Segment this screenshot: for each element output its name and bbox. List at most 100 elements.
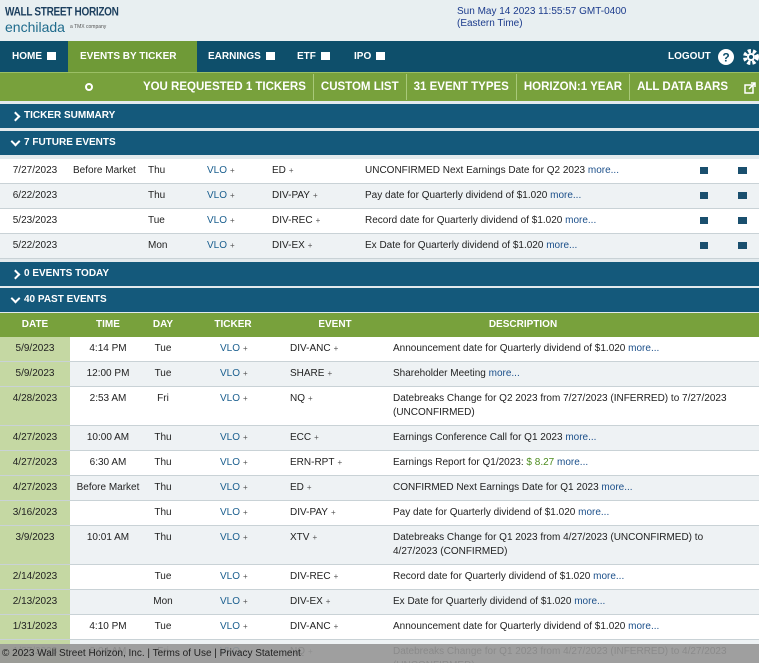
- column-header: TICKER: [214, 319, 252, 330]
- description-text: Earnings Report for Q1/2023:: [393, 457, 524, 468]
- ticker[interactable]: VLO: [220, 456, 248, 470]
- more-link[interactable]: more...: [488, 368, 520, 379]
- event-type[interactable]: DIV-PAY: [290, 506, 336, 520]
- more-link[interactable]: more...: [578, 507, 610, 518]
- more-link[interactable]: more...: [546, 240, 578, 251]
- nav-item[interactable]: EVENTS BY TICKER: [68, 41, 197, 91]
- nav-item[interactable]: IPO: [342, 41, 397, 72]
- logout[interactable]: LOGOUT: [668, 51, 711, 62]
- calendar-icon[interactable]: [700, 242, 708, 249]
- event-type[interactable]: DIV-ANC: [290, 620, 338, 634]
- event-type[interactable]: DIV-EX: [272, 239, 312, 253]
- event-type[interactable]: DIV-EX: [290, 595, 330, 609]
- day: Tue: [148, 215, 165, 226]
- settings-icon[interactable]: [742, 48, 759, 66]
- description: Shareholder Meeting more...: [393, 362, 743, 386]
- more-link[interactable]: more...: [557, 457, 589, 468]
- calendar-icon[interactable]: [700, 192, 708, 199]
- time: 4:10 PM: [89, 621, 127, 632]
- ticker[interactable]: VLO: [220, 342, 248, 356]
- description: Pay date for Quarterly dividend of $1.02…: [365, 184, 695, 208]
- mail-icon[interactable]: [738, 217, 747, 224]
- ticker[interactable]: VLO: [220, 595, 248, 609]
- nav-icon: [376, 52, 386, 60]
- description-text: Pay date for Quarterly dividend of $1.02…: [365, 190, 548, 201]
- calendar-icon[interactable]: [700, 217, 708, 224]
- ticker[interactable]: VLO: [220, 481, 248, 495]
- ticker[interactable]: VLO: [220, 620, 248, 634]
- date: 3/16/2023: [0, 501, 70, 525]
- more-link[interactable]: more...: [565, 432, 597, 443]
- event-type[interactable]: XTV: [290, 531, 317, 545]
- ticker[interactable]: VLO: [220, 392, 248, 406]
- more-link[interactable]: more...: [628, 621, 660, 632]
- section-ticker-summary[interactable]: TICKER SUMMARY: [0, 104, 759, 128]
- day: Thu: [154, 432, 172, 443]
- ticker[interactable]: VLO: [220, 431, 248, 445]
- help-icon[interactable]: ?: [717, 48, 735, 66]
- event-row: 2/14/2023 Tue VLO DIV-REC Record date for Qu…: [0, 565, 759, 590]
- day: Mon: [148, 240, 168, 251]
- ticker[interactable]: VLO: [220, 506, 248, 520]
- ticker[interactable]: VLO: [220, 367, 248, 381]
- time: 12:00 PM: [86, 368, 130, 379]
- svg-text:?: ?: [722, 51, 729, 65]
- event-type[interactable]: DIV-REC: [290, 570, 338, 584]
- timezone: (Eastern Time): [457, 18, 523, 29]
- toolbar-item[interactable]: 31 EVENT TYPES: [405, 74, 516, 100]
- event-type[interactable]: NQ: [290, 392, 313, 406]
- event-row: 5/9/2023 4:14 PM Tue VLO DIV-ANC Announcement…: [0, 337, 759, 362]
- event-type[interactable]: DIV-ANC: [290, 342, 338, 356]
- description-text: Datebreaks Change for Q1 2023 from 4/27/…: [393, 532, 704, 557]
- event-type[interactable]: SHARE: [290, 367, 332, 381]
- event-type[interactable]: ED: [272, 164, 294, 178]
- event-type[interactable]: DIV-PAY: [272, 189, 318, 203]
- ticker[interactable]: VLO: [207, 164, 235, 178]
- privacy-link[interactable]: Privacy Statement: [219, 648, 301, 659]
- description: Ex Date for Quarterly dividend of $1.020…: [393, 590, 743, 614]
- nav-item[interactable]: EARNINGS: [196, 41, 287, 72]
- day: Thu: [154, 457, 172, 468]
- event-type[interactable]: ERN-RPT: [290, 456, 342, 470]
- ticker[interactable]: VLO: [207, 239, 235, 253]
- terms-link[interactable]: Terms of Use: [152, 648, 212, 659]
- ticker[interactable]: VLO: [207, 189, 235, 203]
- more-link[interactable]: more...: [593, 571, 625, 582]
- mail-icon[interactable]: [738, 242, 747, 249]
- past-header: DATE TIME DAY TICKER EVENT DESCRIPTION: [0, 313, 759, 337]
- calendar-icon[interactable]: [700, 167, 708, 174]
- section-future[interactable]: 7 FUTURE EVENTS: [0, 131, 759, 155]
- ticker[interactable]: VLO: [220, 570, 248, 584]
- nav-item[interactable]: HOME: [0, 41, 68, 72]
- nav-item[interactable]: ETF: [285, 41, 342, 72]
- section-past[interactable]: 40 PAST EVENTS: [0, 288, 759, 312]
- section-today[interactable]: 0 EVENTS TODAY: [0, 262, 759, 286]
- mail-icon[interactable]: [738, 192, 747, 199]
- ticker[interactable]: VLO: [220, 531, 248, 545]
- toolbar-item[interactable]: HORIZON:1 YEAR: [515, 74, 629, 100]
- event-type[interactable]: ED: [290, 481, 312, 495]
- ticker[interactable]: VLO: [207, 214, 235, 228]
- event-type[interactable]: ECC: [290, 431, 319, 445]
- more-link[interactable]: more...: [601, 482, 633, 493]
- description-text: Ex Date for Quarterly dividend of $1.020: [365, 240, 544, 251]
- more-link[interactable]: more...: [587, 165, 619, 176]
- logo-top: WALL STREET HORIZON: [5, 5, 119, 20]
- date: 4/27/2023: [0, 451, 70, 475]
- description: Pay date for Quarterly dividend of $1.02…: [393, 501, 743, 525]
- date: 3/9/2023: [0, 526, 70, 564]
- more-link[interactable]: more...: [628, 343, 660, 354]
- time: Before Market: [76, 482, 140, 493]
- more-link[interactable]: more...: [565, 215, 597, 226]
- event-row: 5/22/2023 Mon VLO DIV-EX Ex Date for Quarter…: [0, 234, 759, 259]
- more-link[interactable]: more...: [574, 596, 606, 607]
- export-icon[interactable]: [744, 82, 756, 94]
- toolbar-item[interactable]: CUSTOM LIST: [312, 74, 406, 100]
- event-row: 6/22/2023 Thu VLO DIV-PAY Pay date for Quart…: [0, 184, 759, 209]
- description: UNCONFIRMED Next Earnings Date for Q2 20…: [365, 159, 695, 183]
- mail-icon[interactable]: [738, 167, 747, 174]
- toolbar-item[interactable]: YOU REQUESTED 1 TICKERS: [142, 81, 306, 93]
- toolbar-item[interactable]: ALL DATA BARS: [629, 74, 735, 100]
- event-type[interactable]: DIV-REC: [272, 214, 320, 228]
- more-link[interactable]: more...: [550, 190, 582, 201]
